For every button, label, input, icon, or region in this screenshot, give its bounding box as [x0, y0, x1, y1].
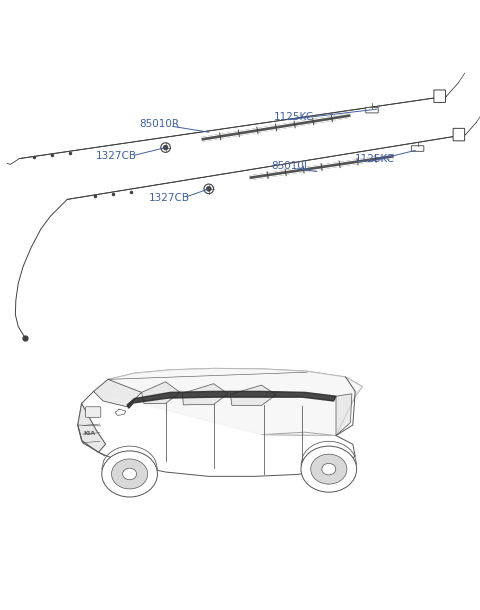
Text: 1327CB: 1327CB [96, 151, 137, 161]
FancyBboxPatch shape [366, 107, 378, 113]
Ellipse shape [311, 454, 347, 484]
Text: 85010R: 85010R [139, 118, 179, 129]
Polygon shape [78, 403, 106, 453]
Ellipse shape [111, 459, 148, 489]
Polygon shape [142, 382, 180, 403]
Polygon shape [94, 379, 142, 407]
Ellipse shape [123, 468, 137, 479]
Ellipse shape [322, 464, 336, 475]
Polygon shape [94, 368, 362, 436]
Polygon shape [78, 368, 362, 476]
FancyBboxPatch shape [453, 128, 465, 141]
Text: KIA: KIA [83, 431, 96, 436]
Polygon shape [230, 385, 276, 405]
Ellipse shape [102, 451, 157, 497]
Text: 1327CB: 1327CB [149, 193, 190, 203]
FancyBboxPatch shape [85, 407, 101, 417]
Circle shape [206, 187, 211, 192]
FancyBboxPatch shape [411, 146, 424, 151]
Text: 1125KC: 1125KC [355, 154, 395, 163]
FancyBboxPatch shape [434, 90, 445, 102]
Circle shape [161, 143, 170, 152]
Text: 1125KC: 1125KC [274, 112, 313, 122]
Polygon shape [336, 394, 352, 436]
Text: 85010L: 85010L [271, 161, 310, 171]
Circle shape [204, 184, 214, 193]
Polygon shape [115, 409, 126, 415]
Ellipse shape [301, 446, 357, 492]
Polygon shape [127, 392, 336, 408]
Circle shape [163, 145, 168, 150]
Polygon shape [182, 384, 228, 405]
